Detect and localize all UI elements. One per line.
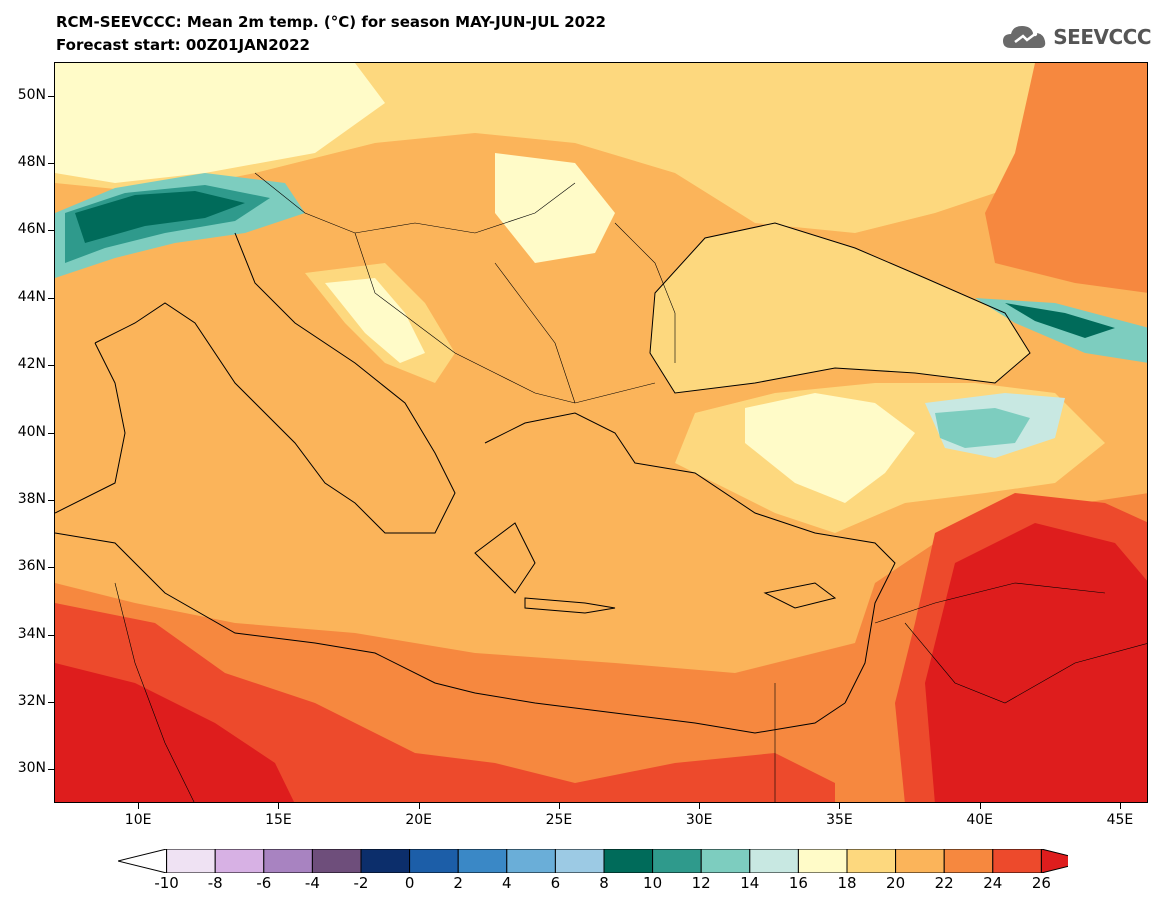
field-black-sea — [650, 223, 1030, 393]
colorbar-label: 26 — [1031, 874, 1051, 892]
lon-tick — [278, 803, 280, 809]
colorbar-label: 10 — [643, 874, 663, 892]
colorbar-bin — [749, 849, 799, 873]
lon-label-45E: 45E — [1106, 812, 1134, 828]
country-borders — [114, 172, 1147, 802]
lat-tick — [48, 365, 54, 367]
lat-label-50N: 50N — [17, 86, 46, 103]
map-title: RCM-SEEVCCC: Mean 2m temp. (°C) for seas… — [56, 13, 606, 31]
field-16-18-carpath — [495, 153, 615, 263]
colorbar-label: 2 — [453, 874, 463, 892]
lon-label-40E: 40E — [966, 812, 994, 828]
colorbar-label: -6 — [256, 874, 272, 892]
colorbar-bin — [506, 849, 556, 873]
lon-tick — [1119, 803, 1121, 809]
colorbar-label: -4 — [304, 874, 320, 892]
colorbar-bin — [895, 849, 945, 873]
field-8-10-alps — [75, 191, 245, 243]
field-12-14-caucasus — [975, 298, 1147, 363]
field-16-18-anatolia — [745, 393, 915, 503]
lon-tick — [418, 803, 420, 809]
colorbar-bin — [700, 849, 751, 873]
colorbar-bin — [311, 849, 362, 873]
lat-tick — [48, 297, 54, 299]
colorbar-bin — [992, 849, 1042, 873]
colorbar-label: 22 — [934, 874, 954, 892]
lon-tick — [699, 803, 701, 809]
lon-label-30E: 30E — [685, 812, 713, 828]
colorbar-bin — [603, 849, 654, 873]
logo-text: SEEVCCC — [1053, 25, 1151, 49]
colorbar-bin — [360, 849, 411, 873]
colorbar-bin — [554, 849, 605, 873]
lat-label-32N: 32N — [17, 692, 46, 709]
forecast-start-label: Forecast start: 00Z01JAN2022 — [56, 36, 310, 54]
colorbar-label: 12 — [691, 874, 711, 892]
lon-label-20E: 20E — [405, 812, 432, 828]
lat-tick — [48, 230, 54, 232]
colorbar-min-arrow — [118, 849, 168, 873]
colorbar-label: 4 — [502, 874, 512, 892]
lat-tick — [48, 567, 54, 569]
field-16-18-balkans — [325, 278, 425, 363]
colorbar-bin — [214, 849, 265, 873]
temperature-map — [54, 62, 1148, 803]
lon-tick — [979, 803, 981, 809]
colorbar-label: -8 — [207, 874, 223, 892]
lat-tick — [48, 701, 54, 703]
colorbar-bin — [457, 849, 508, 873]
lat-label-48N: 48N — [17, 154, 46, 171]
lon-tick — [138, 803, 140, 809]
colorbar-label: 24 — [983, 874, 1003, 892]
lat-label-34N: 34N — [17, 625, 46, 642]
colorbar-label: 14 — [740, 874, 760, 892]
map-canvas — [55, 63, 1147, 802]
colorbar-bin — [652, 849, 702, 873]
colorbar-label: 18 — [837, 874, 857, 892]
seevccc-logo: SEEVCCC — [1001, 22, 1151, 52]
colorbar-label: -10 — [154, 874, 179, 892]
colorbar-bin — [409, 849, 459, 873]
field-16-18-nw — [55, 63, 385, 183]
coastlines — [55, 222, 1031, 734]
lat-label-38N: 38N — [17, 490, 46, 507]
colorbar-bin — [263, 849, 313, 873]
lat-tick — [48, 499, 54, 501]
lon-label-35E: 35E — [826, 812, 853, 828]
lon-label-10E: 10E — [124, 812, 152, 828]
field-26-mideast — [925, 523, 1147, 802]
lon-tick — [558, 803, 560, 809]
lat-tick — [48, 432, 54, 434]
lat-tick — [48, 163, 54, 165]
lon-label-15E: 15E — [265, 812, 292, 828]
lon-label-25E: 25E — [545, 812, 573, 828]
lat-label-46N: 46N — [17, 221, 46, 238]
field-22-24-ne — [985, 63, 1147, 293]
colorbar-label: 6 — [550, 874, 561, 892]
colorbar-label: 8 — [599, 874, 609, 892]
lat-tick — [48, 634, 54, 636]
lat-label-40N: 40N — [17, 423, 46, 440]
colorbar-label: 16 — [788, 874, 808, 892]
field-26-africa — [55, 663, 295, 802]
colorbar-bin — [797, 849, 848, 873]
colorbar-label: -2 — [353, 874, 369, 892]
colorbar — [118, 849, 1068, 873]
colorbar-bin — [846, 849, 897, 873]
field-8-10-caucasus — [1005, 303, 1115, 338]
lat-label-30N: 30N — [17, 760, 46, 777]
lon-tick — [839, 803, 841, 809]
lat-tick — [48, 769, 54, 771]
colorbar-label: 0 — [404, 874, 415, 892]
colorbar-bin — [943, 849, 994, 873]
lat-label-44N: 44N — [17, 288, 46, 305]
colorbar-max-arrow — [1040, 849, 1068, 873]
field-12-14-east — [935, 408, 1030, 448]
cloud-logo-icon — [1003, 26, 1046, 48]
colorbar-bin — [166, 849, 216, 873]
lat-tick — [48, 95, 54, 97]
lat-label-42N: 42N — [17, 356, 46, 373]
lat-label-36N: 36N — [17, 558, 46, 575]
colorbar-label: 20 — [886, 874, 906, 892]
